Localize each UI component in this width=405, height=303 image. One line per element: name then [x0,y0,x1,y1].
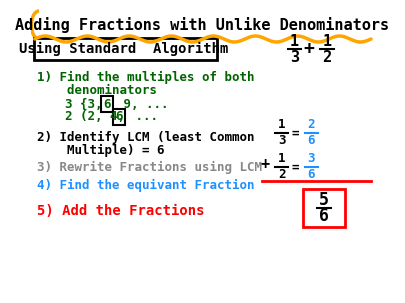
Text: 2: 2 [322,49,331,65]
Text: 6: 6 [308,135,315,148]
Text: 6: 6 [319,207,329,225]
Text: Adding Fractions with Unlike Denominators: Adding Fractions with Unlike Denominator… [15,17,390,33]
Text: 5) Add the Fractions: 5) Add the Fractions [37,204,205,218]
Text: 6: 6 [308,168,315,181]
Text: 6: 6 [115,111,123,124]
Text: 3) Rewrite Fractions using LCM: 3) Rewrite Fractions using LCM [37,161,262,174]
Text: 2) Identify LCM (least Common: 2) Identify LCM (least Common [37,131,255,144]
Text: 1: 1 [290,34,299,48]
Text: 5: 5 [319,191,329,209]
Text: 1: 1 [278,118,286,132]
FancyBboxPatch shape [303,189,345,227]
Text: 3 {3,: 3 {3, [64,98,102,111]
Text: 2: 2 [308,118,315,132]
FancyBboxPatch shape [34,38,217,60]
Text: Using Standard  Algorithm: Using Standard Algorithm [19,42,229,56]
Text: +: + [260,158,269,172]
Text: 9, ...: 9, ... [116,98,168,111]
Text: 3: 3 [308,152,315,165]
FancyBboxPatch shape [101,96,113,112]
Text: +: + [303,40,314,58]
Text: 1: 1 [278,152,286,165]
Text: 2 (2, 4,: 2 (2, 4, [64,111,125,124]
Text: 1: 1 [322,34,331,48]
Text: 4) Find the equivant Fraction: 4) Find the equivant Fraction [37,178,255,191]
Text: denominators: denominators [37,84,157,96]
Text: ...: ... [128,111,158,124]
Text: =: = [292,126,299,139]
Text: 3: 3 [278,135,286,148]
Text: 2: 2 [278,168,286,181]
Text: Multiple) = 6: Multiple) = 6 [37,143,165,157]
Text: =: = [292,161,299,174]
Text: 6: 6 [103,98,111,111]
FancyBboxPatch shape [113,109,125,125]
Text: 1) Find the multiples of both: 1) Find the multiples of both [37,71,255,84]
Text: 3: 3 [290,49,299,65]
